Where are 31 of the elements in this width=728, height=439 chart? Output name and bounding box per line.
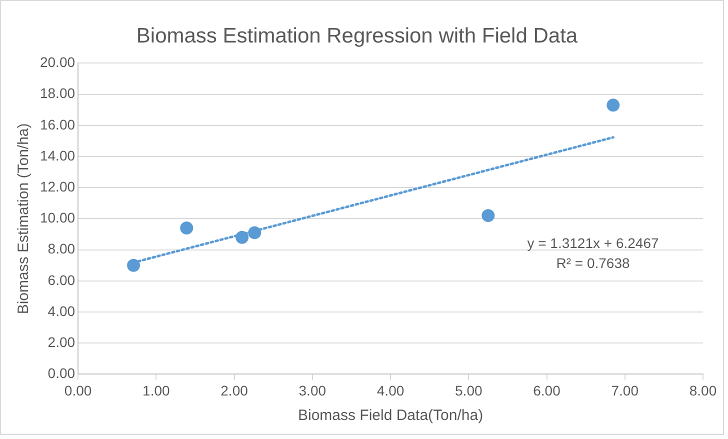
- annotation: R² = 0.7638: [556, 255, 630, 272]
- x-tick-label: 7.00: [611, 382, 639, 398]
- x-tick-label: 8.00: [689, 382, 717, 398]
- y-tick-label: 12.00: [40, 178, 76, 194]
- x-tick-label: 0.00: [64, 382, 92, 398]
- x-tick-label: 1.00: [142, 382, 170, 398]
- point: [482, 209, 495, 222]
- point: [127, 258, 140, 272]
- y-tick-label: 20.00: [40, 54, 76, 70]
- y-tick-label: 10.00: [40, 210, 76, 226]
- y-tick-label: 0.00: [48, 365, 76, 382]
- y-axis-title: Biomass Estimation (Ton/ha): [15, 123, 32, 314]
- x-tick-label: 2.00: [220, 382, 248, 398]
- x-tick-label: 3.00: [298, 382, 326, 398]
- y-tick-label: 2.00: [48, 334, 76, 350]
- point: [248, 226, 262, 240]
- chart-title: Biomass Estimation Regression with Field Data: [136, 24, 578, 48]
- y-tick-label: 16.00: [40, 116, 76, 132]
- x-axis-title: Biomass Field Data(Ton/ha): [298, 407, 484, 424]
- y-tick-label: 18.00: [40, 85, 76, 102]
- x-tick-label: 5.00: [455, 382, 482, 398]
- x-tick-label: 6.00: [533, 382, 561, 398]
- point: [180, 222, 194, 235]
- y-tick-label: 8.00: [48, 240, 76, 257]
- x-tick-label: 4.00: [376, 382, 404, 398]
- annotation: y = 1.3121x + 6.2467: [527, 235, 659, 252]
- point: [606, 98, 620, 112]
- y-tick-label: 14.00: [40, 147, 76, 164]
- y-tick-label: 4.00: [48, 302, 76, 319]
- point: [236, 230, 249, 244]
- y-tick-label: 6.00: [48, 272, 76, 288]
